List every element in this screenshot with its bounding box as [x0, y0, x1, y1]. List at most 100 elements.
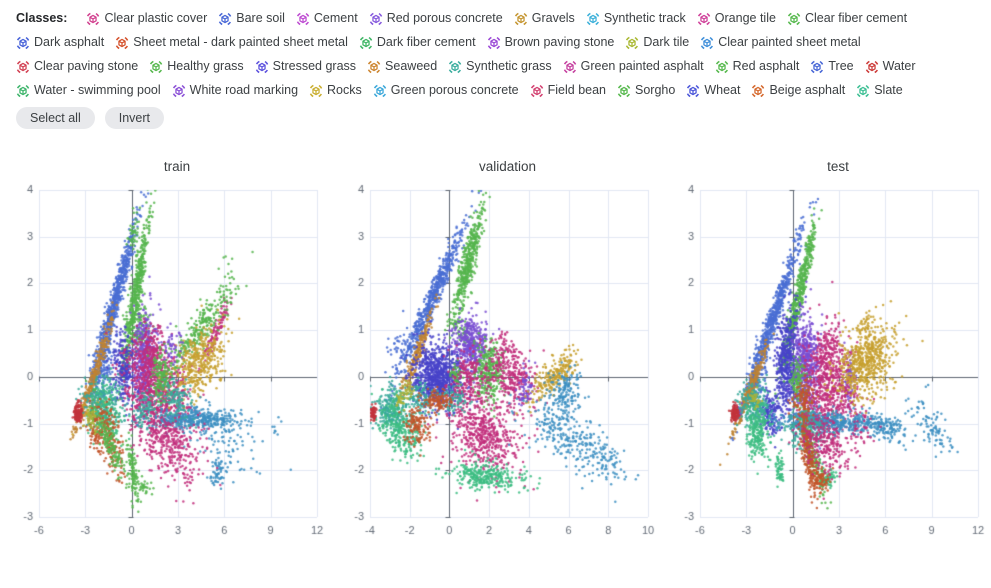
class-cube-icon: [254, 59, 269, 74]
class-legend-items: Classes: Clear plastic cover Bare soil Cem…: [16, 10, 977, 99]
legend-item-label: Dark tile: [643, 35, 690, 49]
scatter-plot-train[interactable]: [5, 176, 325, 551]
legend-item-label: Synthetic track: [603, 11, 686, 25]
class-cube-icon: [625, 35, 640, 50]
legend-item-field-bean[interactable]: Field bean: [529, 82, 606, 99]
legend-item-label: Synthetic grass: [466, 59, 552, 73]
legend-item-clear-plastic-cover[interactable]: Clear plastic cover: [86, 10, 207, 27]
legend-item-clear-painted-sheet-metal[interactable]: Clear painted sheet metal: [700, 34, 861, 51]
legend-item-synthetic-track[interactable]: Synthetic track: [585, 10, 686, 27]
class-cube-icon: [218, 11, 233, 26]
class-cube-icon: [16, 35, 30, 50]
chart-title-train: train: [163, 159, 191, 174]
legend-item-red-porous-concrete[interactable]: Red porous concrete: [368, 10, 503, 27]
class-cube-icon: [86, 11, 101, 26]
class-cube-icon: [617, 83, 631, 98]
legend-item-healthy-grass[interactable]: Healthy grass: [149, 58, 244, 75]
legend-item-green-painted-asphalt[interactable]: Green painted asphalt: [562, 58, 704, 75]
legend-item-label: Slate: [874, 83, 903, 97]
legend-item-label: Water: [882, 59, 916, 73]
legend-item-label: Sheet metal - dark painted sheet metal: [133, 35, 348, 49]
legend-item-slate[interactable]: Slate: [856, 82, 903, 99]
invert-button[interactable]: Invert: [104, 107, 164, 129]
class-cube-icon: [787, 11, 801, 26]
legend-item-water[interactable]: Water: [864, 58, 916, 75]
legend-item-label: Green porous concrete: [390, 83, 519, 97]
legend-item-label: Clear paving stone: [34, 59, 139, 73]
legend-item-dark-tile[interactable]: Dark tile: [625, 34, 689, 51]
legend-item-label: Wheat: [704, 83, 741, 97]
class-cube-icon: [696, 11, 711, 26]
legend-item-wheat[interactable]: Wheat: [686, 82, 740, 99]
chart-train: train: [5, 159, 325, 551]
class-cube-icon: [115, 35, 130, 50]
class-cube-icon: [864, 59, 879, 74]
legend-item-stressed-grass[interactable]: Stressed grass: [254, 58, 357, 75]
legend-item-label: Rocks: [327, 83, 362, 97]
class-cube-icon: [810, 59, 825, 74]
class-cube-icon: [562, 59, 577, 74]
legend-item-clear-paving-stone[interactable]: Clear paving stone: [16, 58, 138, 75]
class-cube-icon: [309, 83, 323, 98]
legend-item-gravels[interactable]: Gravels: [513, 10, 575, 27]
class-cube-icon: [16, 59, 30, 74]
legend-item-rocks[interactable]: Rocks: [309, 82, 362, 99]
legend-item-green-porous-concrete[interactable]: Green porous concrete: [372, 82, 519, 99]
class-cube-icon: [372, 83, 387, 98]
class-cube-icon: [856, 83, 871, 98]
class-cube-icon: [714, 59, 729, 74]
legend-item-label: Red porous concrete: [386, 11, 503, 25]
scatter-plot-test[interactable]: [666, 176, 986, 551]
legend-item-sheet-metal-dark-painted-sheet-metal[interactable]: Sheet metal - dark painted sheet metal: [115, 34, 348, 51]
legend-item-orange-tile[interactable]: Orange tile: [696, 10, 776, 27]
class-cube-icon: [513, 11, 528, 26]
class-cube-icon: [368, 11, 383, 26]
legend-item-label: Orange tile: [714, 11, 776, 25]
select-all-button[interactable]: Select all: [16, 107, 95, 129]
class-cube-icon: [448, 59, 463, 74]
class-cube-icon: [16, 83, 30, 98]
legend-buttons: Select all Invert: [16, 107, 977, 129]
legend-item-label: Water - swimming pool: [34, 83, 161, 97]
scatter-plot-validation[interactable]: [335, 176, 656, 551]
class-cube-icon: [585, 11, 600, 26]
class-cube-icon: [359, 35, 373, 50]
classes-label: Classes:: [16, 11, 68, 25]
legend-item-synthetic-grass[interactable]: Synthetic grass: [448, 58, 552, 75]
legend-item-label: Healthy grass: [167, 59, 244, 73]
legend-item-brown-paving-stone[interactable]: Brown paving stone: [486, 34, 615, 51]
legend-item-bare-soil[interactable]: Bare soil: [218, 10, 285, 27]
class-cube-icon: [367, 59, 381, 74]
legend-item-tree[interactable]: Tree: [810, 58, 854, 75]
class-legend: Classes: Clear plastic cover Bare soil Cem…: [0, 0, 991, 129]
legend-item-label: Clear painted sheet metal: [718, 35, 861, 49]
class-cube-icon: [686, 83, 701, 98]
class-cube-icon: [486, 35, 501, 50]
legend-item-label: Field bean: [547, 83, 606, 97]
class-cube-icon: [171, 83, 186, 98]
class-cube-icon: [296, 11, 310, 26]
legend-item-label: Tree: [828, 59, 854, 73]
class-cube-icon: [700, 35, 715, 50]
legend-item-label: Cement: [313, 11, 358, 25]
legend-item-sorgho[interactable]: Sorgho: [617, 82, 675, 99]
class-cube-icon: [149, 59, 164, 74]
chart-validation: validation: [335, 159, 656, 551]
chart-test: test: [666, 159, 986, 551]
legend-item-label: Brown paving stone: [504, 35, 615, 49]
legend-item-water-swimming-pool[interactable]: Water - swimming pool: [16, 82, 161, 99]
class-cube-icon: [751, 83, 766, 98]
legend-item-label: White road marking: [189, 83, 299, 97]
legend-item-cement[interactable]: Cement: [296, 10, 358, 27]
legend-item-red-asphalt[interactable]: Red asphalt: [714, 58, 799, 75]
legend-item-seaweed[interactable]: Seaweed: [367, 58, 437, 75]
legend-item-label: Stressed grass: [272, 59, 357, 73]
legend-item-dark-fiber-cement[interactable]: Dark fiber cement: [359, 34, 476, 51]
legend-item-beige-asphalt[interactable]: Beige asphalt: [751, 82, 845, 99]
legend-item-dark-asphalt[interactable]: Dark asphalt: [16, 34, 104, 51]
legend-item-white-road-marking[interactable]: White road marking: [171, 82, 299, 99]
legend-item-label: Clear fiber cement: [804, 11, 908, 25]
legend-item-clear-fiber-cement[interactable]: Clear fiber cement: [787, 10, 907, 27]
legend-item-label: Dark fiber cement: [376, 35, 476, 49]
